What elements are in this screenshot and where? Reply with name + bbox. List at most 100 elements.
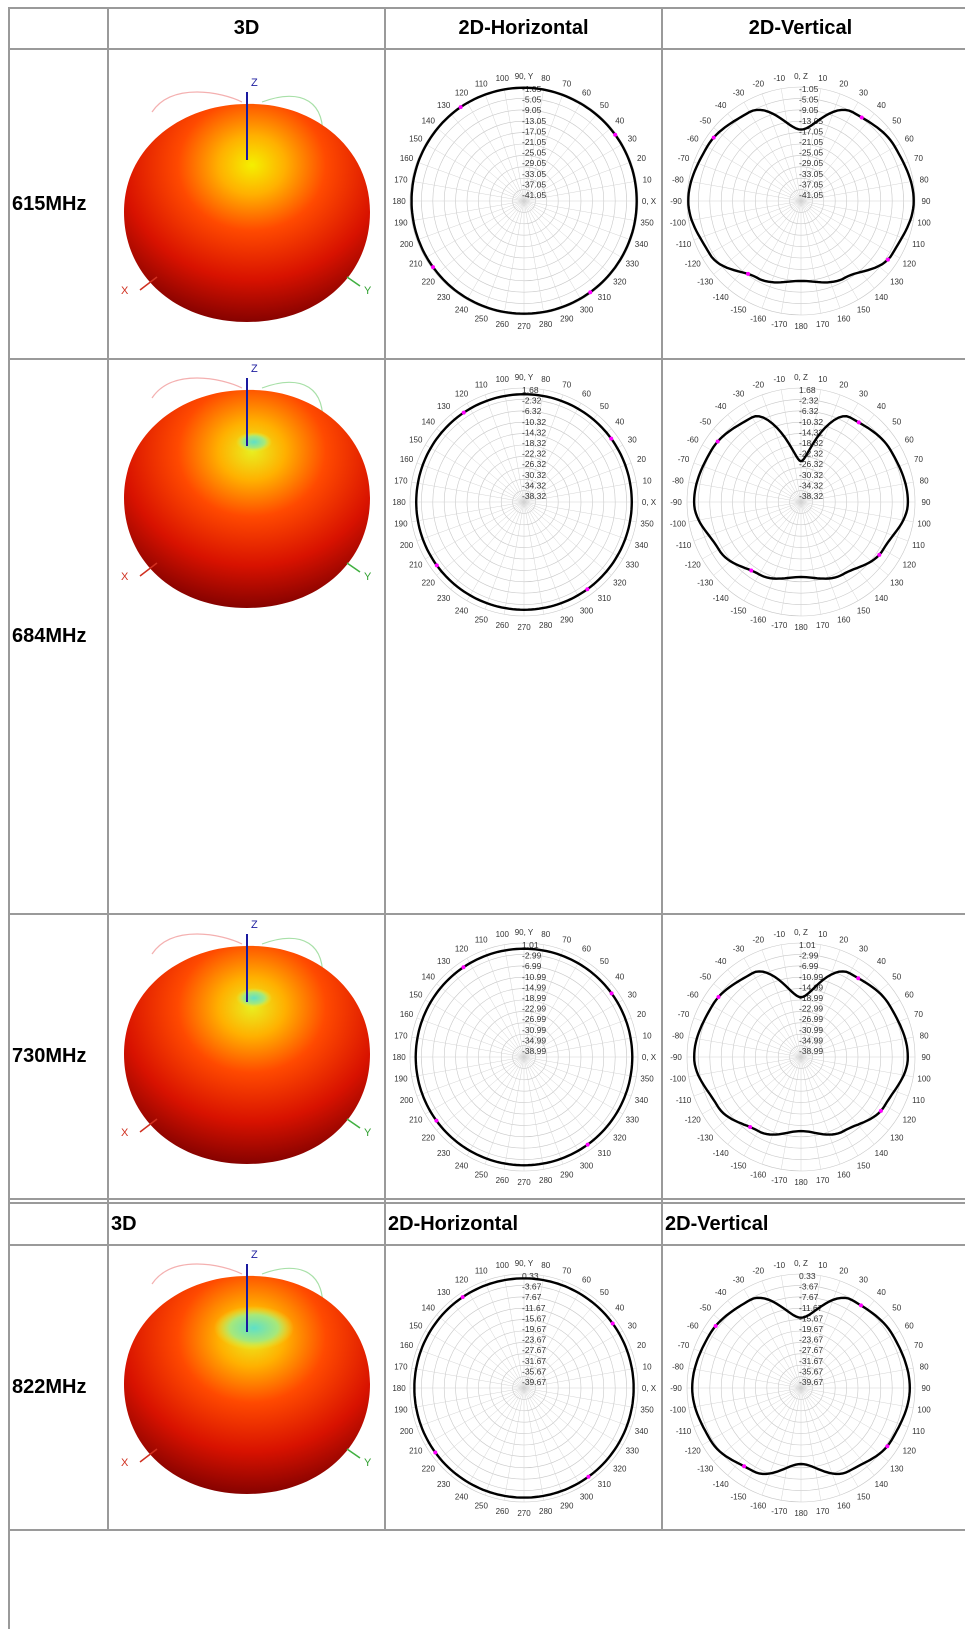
grid-spoke xyxy=(523,444,623,503)
angle-label: 0, Z xyxy=(794,1259,808,1268)
grid-spoke xyxy=(484,93,525,202)
grid-spoke xyxy=(761,501,802,610)
angle-label: 0, X xyxy=(642,498,657,507)
level-label: -39.67 xyxy=(522,1377,546,1387)
angle-label: 130 xyxy=(890,1133,904,1142)
angle-label: -90 xyxy=(670,498,682,507)
angle-label: 160 xyxy=(400,1010,414,1019)
radiation-3d-plot: Z X Y xyxy=(112,358,382,630)
table-border xyxy=(8,1244,965,1246)
level-label: -33.05 xyxy=(522,169,546,179)
angle-label: 140 xyxy=(875,1149,889,1158)
grid-spoke xyxy=(800,102,859,202)
x-axis-label: X xyxy=(121,571,129,583)
grid-spoke xyxy=(416,1387,525,1428)
radiation-sphere xyxy=(124,1275,370,1494)
angle-label: 160 xyxy=(837,1501,851,1510)
grid-spoke xyxy=(411,180,525,202)
grid-spoke xyxy=(523,462,632,503)
grid-spoke xyxy=(800,1367,914,1389)
angle-label: 50 xyxy=(600,101,609,110)
grid-spoke xyxy=(523,1387,598,1476)
angle-label: 20 xyxy=(637,1341,646,1350)
angle-label: -130 xyxy=(697,1464,714,1473)
grid-spoke xyxy=(761,394,802,503)
y-axis-line xyxy=(346,1118,361,1129)
vertical-polar-plot: 90 80 70 60 50 40 30 20 10 0, Z -10 -20 -30 -40 -50 -60… xyxy=(667,60,935,332)
angle-label: 240 xyxy=(455,1492,469,1501)
grid-spoke xyxy=(425,999,525,1058)
marker-point xyxy=(856,420,861,425)
grid-spoke xyxy=(523,1387,545,1501)
angle-label: 320 xyxy=(613,277,627,286)
pattern-wire xyxy=(151,933,243,955)
grid-spoke xyxy=(800,1387,889,1462)
level-label: -25.05 xyxy=(522,148,546,158)
angle-label: 50 xyxy=(600,402,609,411)
angle-label: 220 xyxy=(422,277,436,286)
grid-spoke xyxy=(800,200,914,222)
grid-spoke xyxy=(523,200,545,314)
grid-spoke xyxy=(727,113,802,202)
angle-label: -140 xyxy=(713,293,730,302)
angle-label: 10 xyxy=(643,175,652,184)
marker-point xyxy=(461,965,466,970)
angle-label: 110 xyxy=(912,1427,925,1436)
grid-spoke xyxy=(523,93,564,202)
angle-label: 10 xyxy=(818,74,827,83)
grid-spoke xyxy=(466,403,525,503)
grid-spoke xyxy=(523,200,632,241)
angle-label: -160 xyxy=(750,314,767,323)
grid-spoke xyxy=(425,501,525,560)
level-label: -10.32 xyxy=(799,417,823,427)
header-2d-horizontal: 2D-Horizontal xyxy=(458,17,589,39)
grid-spoke xyxy=(484,1387,525,1496)
angle-label: 110 xyxy=(912,1096,925,1105)
grid-spoke xyxy=(800,1056,909,1097)
grid-spoke xyxy=(450,113,525,202)
angle-label: 270 xyxy=(517,1178,531,1187)
angle-label: -160 xyxy=(750,1170,767,1179)
angle-label: 270 xyxy=(517,322,531,331)
angle-label: 270 xyxy=(517,623,531,632)
grid-spoke xyxy=(523,1056,564,1165)
level-label: -18.32 xyxy=(799,438,823,448)
grid-spoke xyxy=(800,88,822,202)
grid-spoke xyxy=(450,200,525,289)
horizontal-polar-plot: 0, X 10 20 30 40 50 60 70 80 90, Y 100 110 120 130 140… xyxy=(390,1247,658,1519)
angle-label: 220 xyxy=(422,1464,436,1473)
grid-spoke xyxy=(761,1387,802,1496)
angle-label: -100 xyxy=(670,1406,687,1415)
angle-label: 50 xyxy=(892,418,901,427)
angle-label: -60 xyxy=(687,436,699,445)
angle-label: 130 xyxy=(890,578,904,587)
grid-spoke xyxy=(688,1036,802,1058)
grid-spoke xyxy=(523,1036,637,1058)
angle-label: 340 xyxy=(635,541,649,550)
radiation-3d-plot: Z X Y xyxy=(112,914,382,1186)
angle-label: 150 xyxy=(409,135,423,144)
marker-point xyxy=(885,1444,890,1449)
angle-label: -160 xyxy=(750,1501,767,1510)
grid-spoke xyxy=(523,1056,632,1097)
grid-spoke xyxy=(523,481,637,503)
angle-label: -40 xyxy=(715,101,727,110)
level-label: 0.33 xyxy=(799,1271,816,1281)
grid-spoke xyxy=(425,1056,525,1115)
grid-spoke xyxy=(713,127,802,202)
grid-spoke xyxy=(523,180,637,202)
level-label: -9.05 xyxy=(522,105,542,115)
marker-point xyxy=(885,257,890,262)
angle-label: 50 xyxy=(600,957,609,966)
level-label: -9.05 xyxy=(799,105,819,115)
level-label: -22.99 xyxy=(522,1004,546,1014)
angle-label: 40 xyxy=(877,101,886,110)
angle-label: 40 xyxy=(615,418,624,427)
angle-label: -20 xyxy=(752,1267,764,1276)
angle-label: 80 xyxy=(541,74,550,83)
grid-spoke xyxy=(523,389,545,503)
level-label: -2.32 xyxy=(522,396,542,406)
angle-label: 70 xyxy=(914,455,923,464)
grid-spoke xyxy=(523,501,637,523)
pattern-curve xyxy=(413,1277,635,1499)
